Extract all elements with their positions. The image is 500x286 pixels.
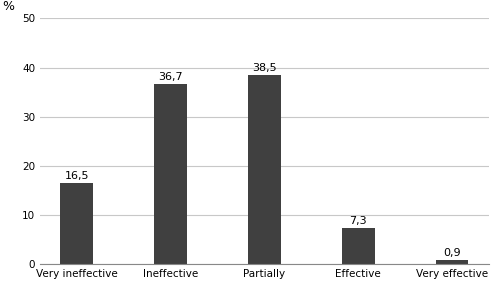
Bar [342, 228, 374, 264]
Text: 38,5: 38,5 [252, 63, 276, 73]
Bar [436, 260, 468, 264]
Bar [248, 75, 281, 264]
Text: 0,9: 0,9 [443, 248, 461, 258]
Text: 16,5: 16,5 [64, 171, 89, 181]
Y-axis label: %: % [2, 1, 14, 13]
Text: 36,7: 36,7 [158, 72, 183, 82]
Text: 7,3: 7,3 [350, 216, 367, 226]
Bar [154, 84, 187, 264]
Bar [60, 183, 94, 264]
